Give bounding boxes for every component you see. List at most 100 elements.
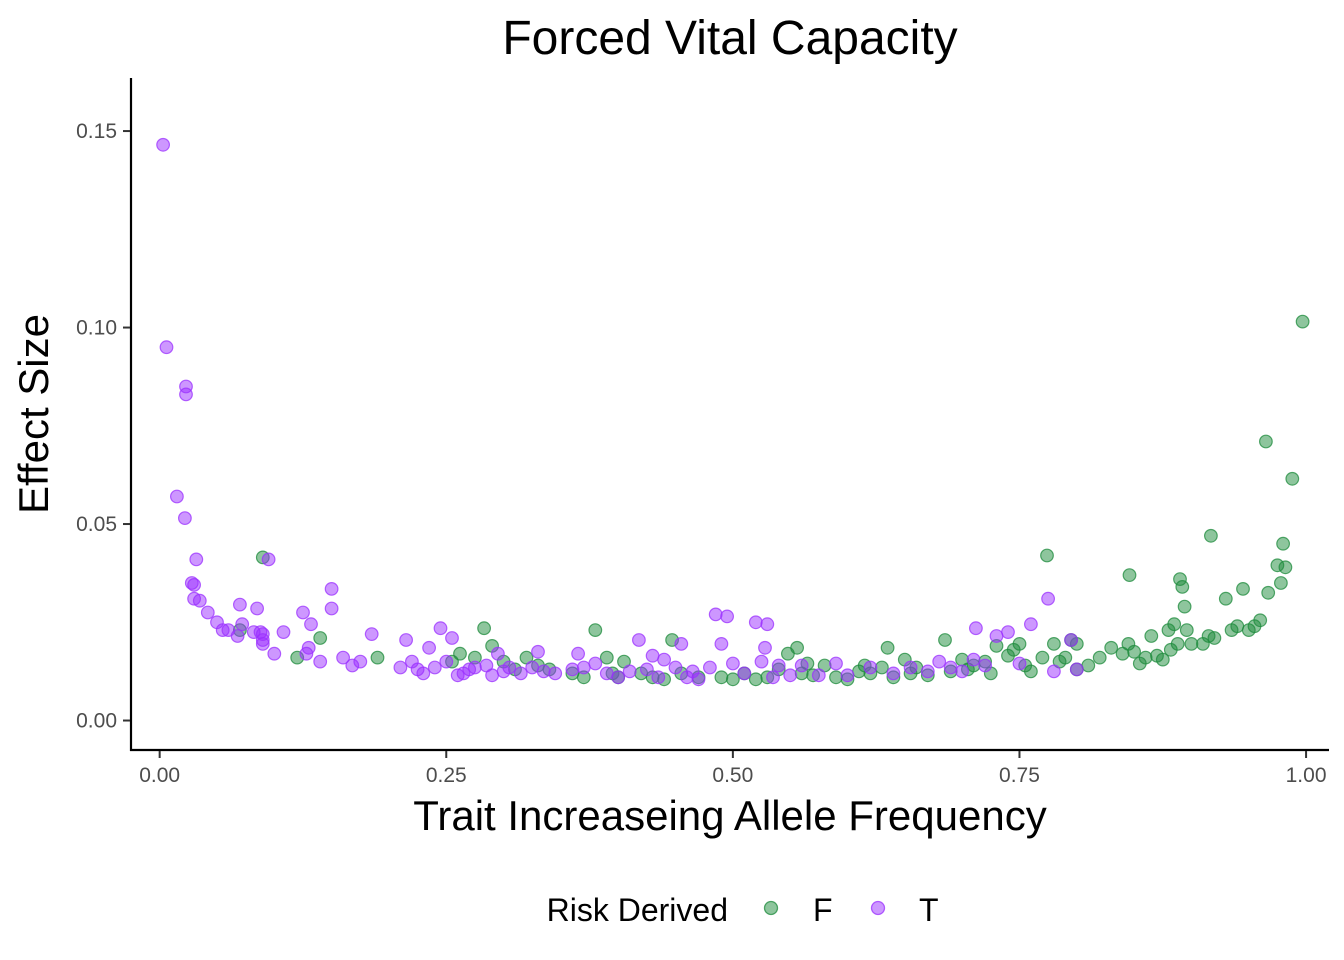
point-t-47 [445, 631, 459, 645]
legend-title: Risk Derived [547, 892, 728, 928]
point-f-35 [790, 640, 804, 655]
point-t-66 [599, 666, 614, 681]
point-t-6 [189, 552, 204, 567]
point-t-89 [766, 670, 780, 685]
point-t-4 [169, 489, 184, 504]
point-f-84 [1155, 652, 1170, 667]
point-f-62 [1012, 637, 1027, 651]
point-t-93 [811, 668, 826, 683]
point-f-111 [1285, 471, 1300, 486]
point-f-96 [1203, 528, 1218, 543]
point-f-101 [1236, 582, 1250, 596]
point-t-64 [576, 660, 591, 675]
point-f-110 [1278, 560, 1293, 575]
point-t-79 [703, 660, 717, 675]
legend-key-t [870, 900, 886, 916]
point-t-69 [632, 633, 646, 647]
x-axis-title: Trait Increaseing Allele Frequency [413, 792, 1046, 839]
point-t-78 [691, 672, 706, 687]
point-f-92 [1179, 623, 1194, 637]
point-t-103 [966, 652, 981, 667]
point-t-102 [955, 664, 969, 679]
point-t-62 [565, 662, 580, 677]
point-t-97 [886, 666, 901, 681]
point-f-112 [1295, 314, 1310, 329]
point-t-32 [324, 582, 339, 596]
point-t-90 [771, 658, 786, 673]
point-t-46 [439, 654, 454, 669]
point-t-94 [829, 656, 843, 671]
point-t-8 [187, 578, 202, 592]
y-axis-ticks: 0.00 0.05 0.10 0.15 [76, 120, 130, 733]
point-t-83 [726, 656, 740, 671]
point-t-30 [299, 646, 314, 661]
point-t-38 [393, 660, 408, 675]
point-f-104 [1253, 613, 1268, 628]
legend-label-f: F [813, 892, 833, 928]
point-f-100 [1230, 619, 1245, 634]
legend: Risk Derived F T [547, 892, 939, 928]
point-t-60 [536, 664, 551, 679]
point-t-15 [230, 629, 245, 643]
point-t-112 [1064, 633, 1078, 647]
point-t-74 [668, 660, 683, 675]
point-t-67 [611, 670, 626, 685]
point-t-17 [232, 597, 247, 612]
point-f-40 [829, 670, 843, 685]
point-t-59 [531, 644, 545, 659]
point-t-19 [250, 601, 265, 616]
point-t-29 [304, 617, 318, 632]
point-t-86 [754, 654, 769, 669]
x-tick-label: 0.50 [712, 764, 753, 787]
point-t-54 [491, 646, 505, 661]
point-f-31 [748, 672, 763, 687]
point-t-73 [657, 652, 671, 667]
point-t-27 [296, 605, 310, 620]
point-t-96 [863, 660, 878, 675]
point-t-113 [1069, 662, 1084, 677]
point-f-79 [1127, 644, 1141, 659]
point-f-109 [1276, 536, 1290, 551]
point-t-80 [708, 607, 723, 622]
point-t-45 [433, 621, 448, 636]
point-t-44 [427, 660, 442, 675]
point-f-18 [599, 650, 614, 665]
point-f-98 [1218, 591, 1233, 606]
point-t-5 [177, 511, 192, 525]
point-f-90 [1175, 580, 1190, 594]
point-f-17 [588, 623, 603, 637]
point-t-53 [485, 668, 500, 683]
point-t-105 [978, 658, 992, 673]
point-f-65 [1035, 650, 1050, 665]
point-t-85 [748, 615, 763, 630]
point-f-64 [1023, 664, 1038, 679]
point-f-91 [1177, 599, 1192, 614]
point-f-88 [1170, 637, 1185, 651]
point-t-0 [156, 137, 171, 152]
point-f-29 [726, 672, 740, 687]
point-t-26 [276, 625, 291, 639]
x-tick-label: 0.00 [139, 764, 180, 787]
point-t-70 [640, 662, 654, 677]
point-t-72 [651, 670, 666, 685]
point-t-65 [588, 656, 603, 671]
point-t-16 [235, 617, 250, 632]
point-t-57 [513, 666, 528, 681]
point-t-104 [969, 621, 983, 636]
point-t-82 [720, 609, 734, 624]
point-t-63 [571, 646, 585, 661]
point-f-75 [1104, 640, 1119, 655]
point-t-68 [622, 664, 637, 679]
x-tick-label: 0.25 [426, 764, 467, 787]
point-t-81 [714, 637, 729, 651]
point-f-45 [875, 660, 889, 675]
point-t-51 [468, 660, 482, 675]
point-t-56 [502, 660, 517, 675]
point-f-69 [1058, 650, 1073, 665]
point-f-93 [1184, 637, 1199, 651]
point-t-1 [159, 340, 174, 355]
point-t-33 [324, 601, 339, 616]
point-t-91 [783, 668, 798, 683]
point-t-109 [1023, 617, 1038, 632]
